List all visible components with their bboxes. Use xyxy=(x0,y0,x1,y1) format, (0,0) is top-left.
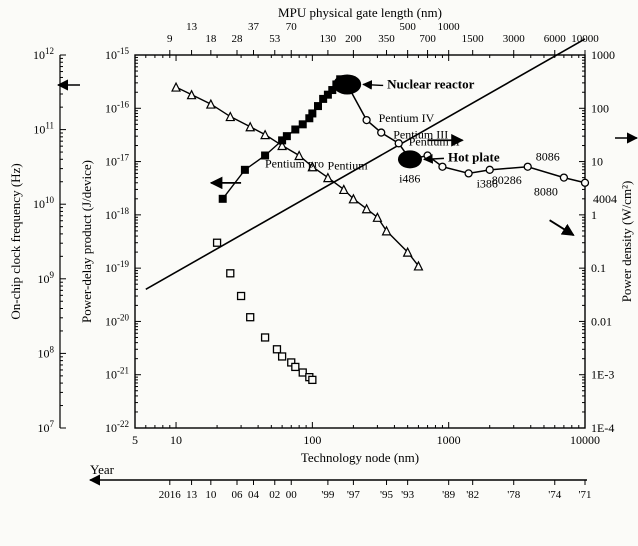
x-top-tick-label: 70 xyxy=(286,21,298,33)
x-top-tick-label: 3000 xyxy=(503,33,526,45)
x-top-tick-label: 1000 xyxy=(438,21,461,33)
y-right-tick-label: 1E-4 xyxy=(591,421,614,435)
x-tick-label: 1000 xyxy=(437,433,461,447)
y-left-tick-label: 10-17 xyxy=(105,153,129,169)
y-left-tick-label: 10-22 xyxy=(105,419,129,435)
y-left-tick-label: 10-20 xyxy=(105,312,129,328)
cpu-label: i486 xyxy=(399,172,420,186)
y-outer-tick-label: 1011 xyxy=(33,121,54,137)
callout-label: Nuclear reactor xyxy=(387,76,474,91)
x-top-tick-label: 200 xyxy=(345,33,362,45)
x-tick-label: 10 xyxy=(170,433,182,447)
y-outer-tick-label: 1012 xyxy=(33,46,54,62)
y-outer-tick-label: 1010 xyxy=(33,195,55,211)
year-tick-label: 04 xyxy=(248,489,260,501)
semiconductor-scaling-chart: 510100100010000Technology node (nm)91318… xyxy=(0,0,638,541)
y-right-tick-label: 0.01 xyxy=(591,314,612,328)
x-top-tick-label: 6000 xyxy=(544,33,567,45)
y-left-tick-label: 10-16 xyxy=(105,99,129,115)
year-tick-label: '89 xyxy=(442,489,455,501)
x-tick-label: 100 xyxy=(303,433,321,447)
y-right-axis-label: Power density (W/cm²) xyxy=(619,181,634,303)
y-outer-tick-label: 107 xyxy=(38,419,55,435)
y-right-tick-label: 1 xyxy=(591,208,597,222)
x-top-tick-label: 700 xyxy=(419,33,436,45)
cpu-label: i386 xyxy=(477,176,498,190)
y-left-tick-label: 10-19 xyxy=(105,259,129,275)
y-left-tick-label: 10-21 xyxy=(105,366,129,382)
x-top-tick-label: 28 xyxy=(231,33,243,45)
plot-area xyxy=(135,55,585,428)
y-outer-tick-label: 109 xyxy=(38,270,55,286)
year-tick-label: 02 xyxy=(269,489,280,501)
x-top-tick-label: 10000 xyxy=(571,33,599,45)
indicator-arrow xyxy=(550,220,574,235)
x-top-tick-label: 37 xyxy=(248,21,260,33)
cpu-label: 8080 xyxy=(534,185,558,199)
cpu-label: Pentium xyxy=(328,158,369,172)
x-top-tick-label: 9 xyxy=(167,33,173,45)
year-tick-label: 10 xyxy=(205,489,217,501)
reference-blob xyxy=(333,74,361,94)
y-left-axis-label: Power-delay product (J/device) xyxy=(79,160,94,323)
year-tick-label: 06 xyxy=(231,489,243,501)
y-outer-tick-label: 108 xyxy=(38,344,55,360)
year-tick-label: '93 xyxy=(401,489,414,501)
y-right-tick-label: 1000 xyxy=(591,48,615,62)
reference-blob xyxy=(398,150,422,168)
year-tick-label: '95 xyxy=(380,489,393,501)
year-tick-label: '74 xyxy=(548,489,561,501)
x-top-tick-label: 18 xyxy=(205,33,217,45)
cpu-label: 4004 xyxy=(593,192,617,206)
cpu-label: Pentium IV xyxy=(379,111,435,125)
x-top-axis-label: MPU physical gate length (nm) xyxy=(278,5,442,20)
year-tick-label: 00 xyxy=(286,489,298,501)
y-right-tick-label: 10 xyxy=(591,155,603,169)
callout-arrow xyxy=(424,158,444,159)
x-top-tick-label: 53 xyxy=(269,33,281,45)
x-top-tick-label: 13 xyxy=(186,21,198,33)
callout-arrow xyxy=(363,84,383,85)
x-top-tick-label: 130 xyxy=(320,33,337,45)
x-tick-label: 5 xyxy=(132,433,138,447)
cpu-label: Pentium pro xyxy=(265,156,324,170)
x-top-tick-label: 350 xyxy=(378,33,395,45)
x-axis-label: Technology node (nm) xyxy=(301,450,419,465)
cpu-label: 8086 xyxy=(536,150,560,164)
y-outer-axis-label: On-chip clock frequency (Hz) xyxy=(8,163,23,319)
year-tick-label: '78 xyxy=(507,489,520,501)
y-right-tick-label: 1E-3 xyxy=(591,368,614,382)
year-tick-label: '82 xyxy=(466,489,479,501)
y-right-tick-label: 100 xyxy=(591,101,609,115)
x-tick-label: 10000 xyxy=(570,433,600,447)
x-top-tick-label: 1500 xyxy=(462,33,485,45)
y-left-tick-label: 10-18 xyxy=(105,206,129,222)
year-tick-label: 13 xyxy=(186,489,198,501)
y-right-tick-label: 0.1 xyxy=(591,261,606,275)
year-tick-label: '99 xyxy=(321,489,334,501)
year-tick-label: '71 xyxy=(579,489,592,501)
year-tick-label: 2016 xyxy=(159,489,182,501)
year-tick-label: '97 xyxy=(347,489,360,501)
x-top-tick-label: 500 xyxy=(399,21,416,33)
callout-label: Hot plate xyxy=(448,149,500,164)
year-axis-label: Year xyxy=(90,462,115,477)
y-left-tick-label: 10-15 xyxy=(105,46,129,62)
